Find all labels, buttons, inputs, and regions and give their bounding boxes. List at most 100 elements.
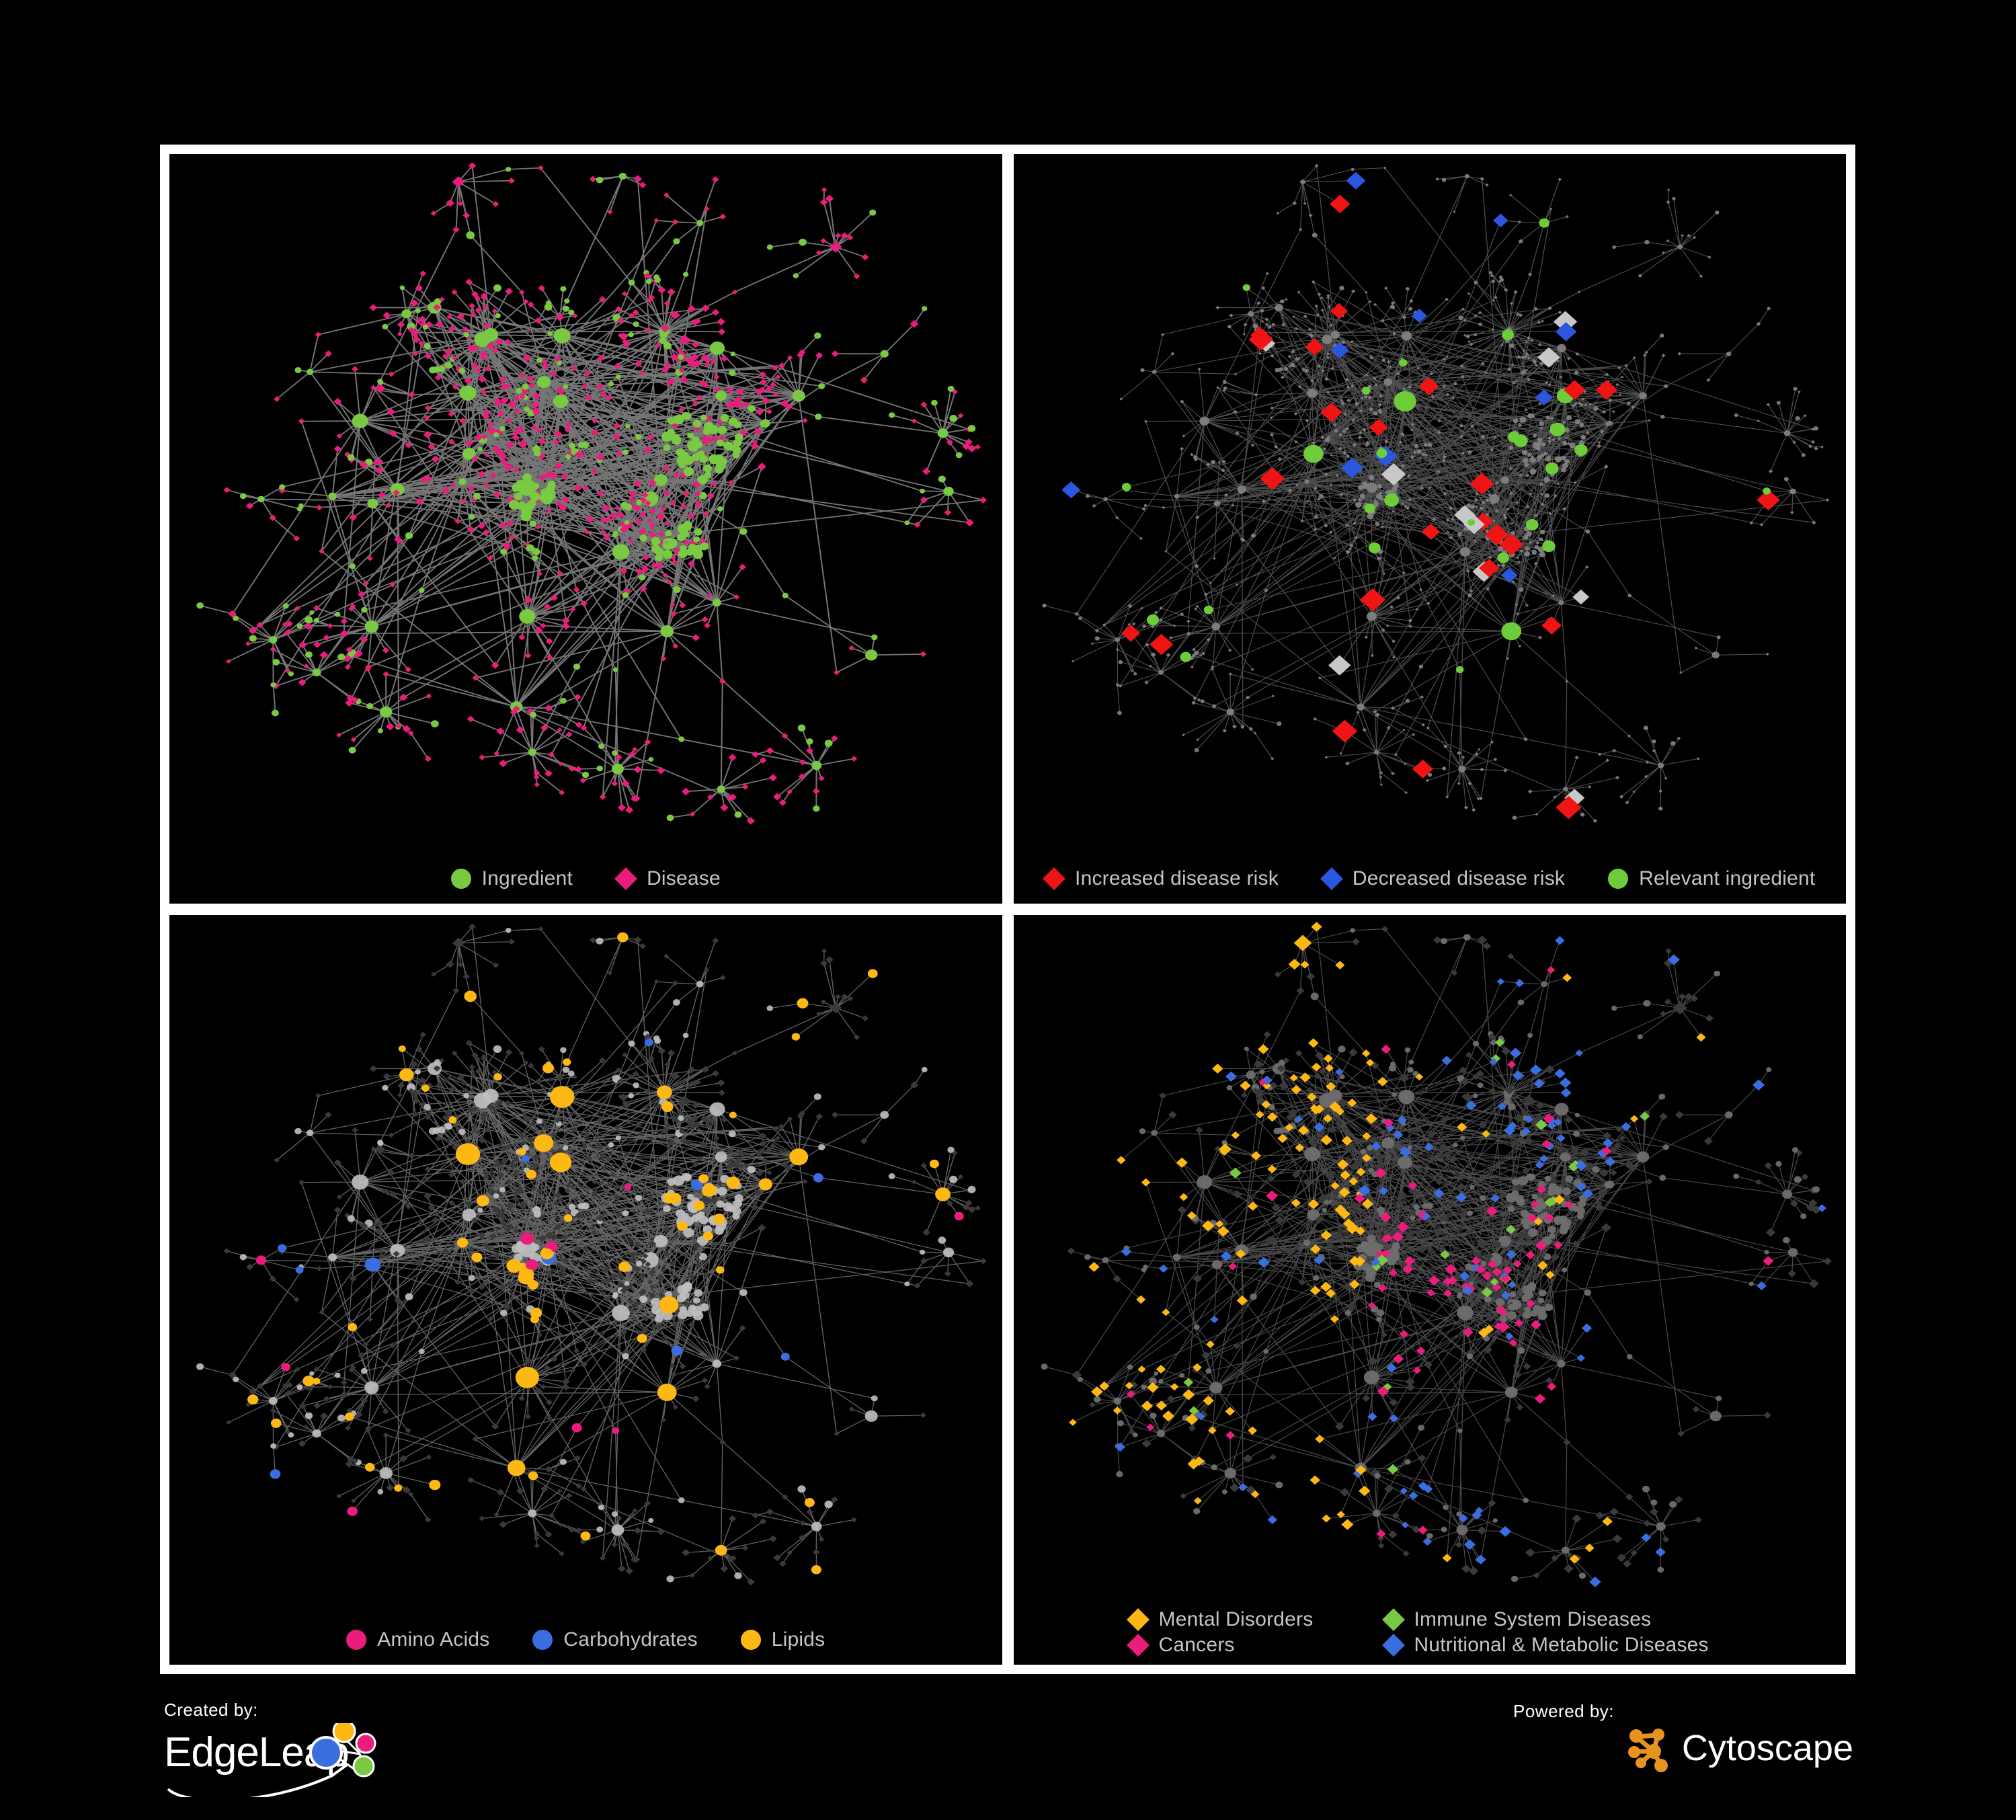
disease-node	[569, 1368, 576, 1373]
ingredient-node	[1303, 1146, 1320, 1162]
disease-node	[1333, 423, 1337, 426]
ingredient-node	[1393, 391, 1416, 412]
ingredient-node	[279, 484, 286, 490]
disease-node	[1525, 473, 1529, 477]
disease-node	[1382, 572, 1385, 576]
disease-node	[1551, 594, 1555, 598]
ingredient-node	[1510, 1575, 1518, 1582]
disease-node	[573, 693, 581, 701]
disease-node	[635, 518, 643, 524]
disease-node	[1191, 647, 1196, 651]
ingredient-node	[1531, 549, 1537, 555]
disease-node	[1293, 935, 1312, 951]
disease-node	[670, 610, 677, 617]
ingredient-node	[1141, 1267, 1147, 1273]
disease-node	[644, 739, 651, 746]
disease-node	[1288, 958, 1301, 970]
disease-node	[424, 1166, 431, 1173]
disease-node	[1516, 1404, 1523, 1411]
disease-node	[687, 305, 696, 313]
disease-node	[519, 439, 528, 446]
disease-node	[758, 387, 766, 393]
ingredient-node	[1651, 739, 1656, 744]
ingredient-node	[715, 1151, 727, 1162]
disease-node	[546, 654, 553, 660]
ingredient-node	[704, 471, 712, 479]
disease-node	[766, 747, 774, 754]
ingredient-node	[528, 748, 536, 756]
disease-node	[1478, 796, 1483, 801]
disease-node	[1330, 1181, 1340, 1190]
disease-node	[1348, 1048, 1358, 1057]
disease-node	[736, 387, 745, 395]
disease-node	[1479, 767, 1484, 772]
disease-node	[673, 1233, 680, 1239]
ingredient-node	[568, 1203, 576, 1211]
disease-node	[545, 637, 553, 645]
ingredient-node	[1473, 280, 1478, 284]
ingredient-node	[677, 1285, 688, 1295]
disease-node	[1425, 779, 1429, 783]
ingredient-node	[268, 1396, 278, 1405]
disease-node	[349, 514, 358, 521]
ingredient-node	[1179, 651, 1191, 662]
disease-node	[778, 1123, 785, 1130]
disease-node	[1654, 1547, 1666, 1557]
disease-node	[756, 408, 764, 416]
disease-node	[619, 526, 627, 533]
edgeleap-mark	[167, 1723, 376, 1797]
ingredient-node	[1306, 388, 1318, 398]
ingredient-node	[1366, 612, 1377, 621]
disease-node	[1537, 402, 1541, 405]
disease-node	[561, 473, 569, 480]
disease-node	[1256, 301, 1261, 305]
disease-node	[1359, 396, 1364, 400]
ingredient-node	[282, 603, 289, 609]
disease-node	[376, 1219, 384, 1226]
disease-node	[1642, 1519, 1651, 1527]
ingredient-node	[1389, 1062, 1396, 1067]
ingredient-node	[672, 1175, 684, 1186]
ingredient-node	[673, 414, 684, 425]
ingredient-node	[1544, 1303, 1553, 1311]
disease-node	[483, 481, 490, 488]
ingredient-node	[1442, 1505, 1449, 1510]
ingredient-node	[1644, 239, 1650, 245]
disease-node	[615, 450, 622, 457]
ingredient-node	[313, 617, 319, 623]
disease-node	[1534, 1160, 1544, 1169]
ingredient-node	[1338, 286, 1344, 290]
disease-node	[491, 662, 499, 669]
disease-node	[635, 360, 643, 368]
figure-frame: Ingredient Disease Increased disease ris…	[160, 145, 1855, 1674]
ingredient-node	[1591, 1166, 1599, 1173]
disease-node	[760, 1140, 767, 1146]
disease-node	[1488, 555, 1492, 559]
disease-node	[635, 1267, 641, 1272]
disease-node	[1486, 1314, 1494, 1322]
ingredient-node	[1560, 1152, 1571, 1162]
disease-node	[448, 325, 456, 332]
disease-node	[1531, 1273, 1540, 1281]
disease-node	[1115, 1442, 1125, 1452]
disease-node	[245, 502, 254, 510]
disease-node	[534, 524, 541, 530]
disease-node	[1296, 987, 1305, 994]
ingredient-node	[529, 520, 537, 527]
ingredient-node	[1117, 711, 1122, 715]
disease-node	[591, 1230, 598, 1236]
disease-node	[1325, 1082, 1336, 1092]
disease-node	[629, 490, 637, 498]
disease-node	[979, 496, 987, 504]
ingredient-node	[1482, 1335, 1490, 1342]
ingredient-node	[1715, 1395, 1722, 1401]
disease-node	[812, 787, 820, 795]
ingredient-node	[1344, 427, 1348, 431]
disease-node	[412, 1111, 419, 1117]
disease-node	[713, 386, 720, 393]
disease-node	[979, 1258, 987, 1265]
disease-node	[319, 548, 325, 554]
ingredient-node	[1529, 413, 1535, 419]
disease-node	[1458, 1211, 1467, 1218]
disease-node	[1358, 1485, 1370, 1497]
